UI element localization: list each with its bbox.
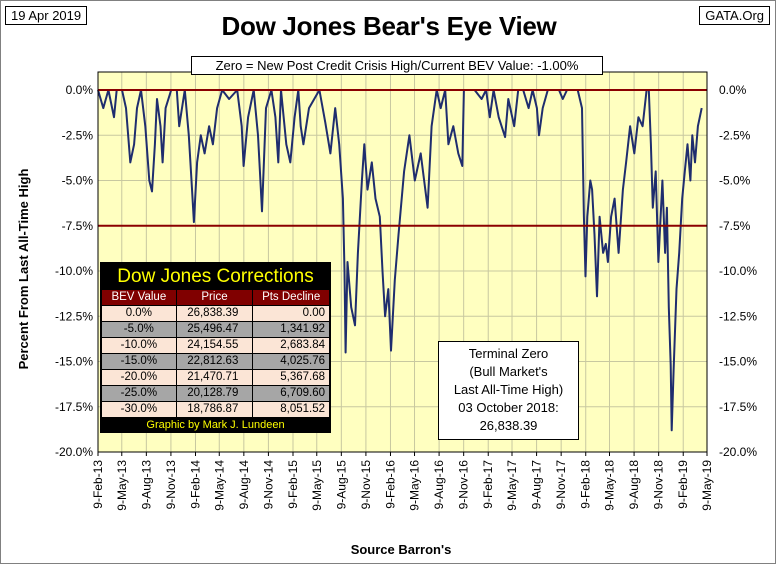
credit-line: Graphic by Mark J. Lundeen	[146, 419, 285, 431]
x-tick-label: 9-Feb-18	[579, 460, 593, 509]
y-tick-label-left: 0.0%	[66, 83, 94, 97]
pts-decline-cell: 5,367.68	[253, 370, 329, 385]
y-tick-label-left: -15.0%	[55, 355, 93, 369]
price-cell: 24,154.55	[176, 338, 253, 353]
price-cell: 18,786.87	[176, 402, 253, 417]
table-row: -10.0% 24,154.55 2,683.84	[102, 338, 329, 354]
price-cell: 25,496.47	[176, 322, 253, 337]
x-tick-label: 9-Feb-17	[481, 460, 495, 509]
x-tick-label: 9-Nov-13	[164, 460, 178, 510]
y-tick-label-left: -5.0%	[62, 174, 94, 188]
y-tick-label-left: -17.5%	[55, 400, 93, 414]
x-tick-label: 9-Nov-14	[261, 460, 275, 510]
y-tick-label-left: -7.5%	[62, 219, 94, 233]
pts-decline-cell: 1,341.92	[253, 322, 329, 337]
x-tick-label: 9-Aug-14	[237, 460, 251, 510]
chart-subtitle: Zero = New Post Credit Crisis High/Curre…	[191, 56, 603, 75]
header-cell: Pts Decline	[253, 290, 329, 305]
source-label: GATA.Org	[699, 6, 770, 25]
y-tick-label-left: -2.5%	[62, 128, 94, 142]
bev-value-cell: -5.0%	[102, 322, 176, 337]
table-row: -15.0% 22,812.63 4,025.76	[102, 354, 329, 370]
pts-decline-cell: 8,051.52	[253, 402, 329, 417]
terminal-zero-box: Terminal Zero (Bull Market's Last All-Ti…	[438, 341, 579, 440]
pts-decline-cell: 6,709.60	[253, 386, 329, 401]
x-tick-label: 9-Aug-17	[530, 460, 544, 510]
x-tick-label: 9-Feb-14	[188, 460, 202, 509]
terminal-zero-line: 26,838.39	[479, 418, 538, 433]
corrections-table-title: Dow Jones Corrections	[117, 266, 314, 287]
x-tick-label: 9-Aug-13	[139, 460, 153, 510]
x-tick-label: 9-Nov-15	[359, 460, 373, 510]
terminal-zero-line: Terminal Zero	[468, 346, 549, 361]
y-tick-label-left: -12.5%	[55, 309, 93, 323]
price-cell: 21,470.71	[176, 370, 253, 385]
y-tick-label-right: 0.0%	[719, 83, 747, 97]
y-tick-label-right: -17.5%	[719, 400, 757, 414]
terminal-zero-line: 03 October 2018:	[458, 400, 559, 415]
y-tick-label-left: -20.0%	[55, 445, 93, 459]
terminal-zero-line: Last All-Time High)	[453, 382, 564, 397]
x-tick-label: 9-May-16	[408, 460, 422, 511]
x-tick-label: 9-May-13	[115, 460, 129, 511]
bev-value-cell: 0.0%	[102, 306, 176, 321]
x-tick-label: 9-Nov-16	[457, 460, 471, 510]
table-row: -20.0% 21,470.71 5,367.68	[102, 370, 329, 386]
y-tick-label-right: -20.0%	[719, 445, 757, 459]
bev-value-cell: -25.0%	[102, 386, 176, 401]
x-axis-label: Source Barron's	[351, 542, 452, 557]
y-tick-label-right: -15.0%	[719, 355, 757, 369]
table-row: 0.0% 26,838.39 0.00	[102, 306, 329, 322]
header-cell: BEV Value	[102, 290, 176, 305]
corrections-table: Dow Jones Corrections BEV Value Price Pt…	[100, 262, 331, 433]
terminal-zero-line: (Bull Market's	[469, 364, 548, 379]
x-tick-label: 9-May-15	[310, 460, 324, 511]
price-cell: 26,838.39	[176, 306, 253, 321]
series-line	[97, 89, 703, 432]
y-tick-label-right: -10.0%	[719, 264, 757, 278]
pts-decline-cell: 0.00	[253, 306, 329, 321]
price-cell: 22,812.63	[176, 354, 253, 369]
x-tick-label: 9-Aug-15	[334, 460, 348, 510]
x-tick-label: 9-Feb-15	[286, 460, 300, 509]
y-tick-label-right: -7.5%	[719, 219, 751, 233]
x-tick-label: 9-Feb-13	[91, 460, 105, 509]
corrections-table-header: BEV Value Price Pts Decline	[102, 290, 329, 306]
y-tick-label-right: -2.5%	[719, 128, 751, 142]
date-label: 19 Apr 2019	[5, 6, 88, 25]
x-tick-label: 9-May-14	[212, 460, 226, 511]
bev-value-cell: -20.0%	[102, 370, 176, 385]
price-cell: 20,128.79	[176, 386, 253, 401]
bev-value-cell: -30.0%	[102, 402, 176, 417]
header-cell: Price	[176, 290, 253, 305]
bev-value-cell: -15.0%	[102, 354, 176, 369]
chart-title: Dow Jones Bear's Eye View	[221, 11, 557, 41]
x-tick-label: 9-Nov-18	[652, 460, 666, 510]
table-row: -5.0% 25,496.47 1,341.92	[102, 322, 329, 338]
x-tick-label: 9-Aug-16	[432, 460, 446, 510]
table-row: -30.0% 18,786.87 8,051.52	[102, 402, 329, 418]
y-tick-label-right: -5.0%	[719, 174, 751, 188]
pts-decline-cell: 4,025.76	[253, 354, 329, 369]
table-row: -25.0% 20,128.79 6,709.60	[102, 386, 329, 402]
bev-value-cell: -10.0%	[102, 338, 176, 353]
x-tick-label: 9-May-18	[603, 460, 617, 511]
x-tick-label: 9-Feb-16	[383, 460, 397, 509]
x-tick-label: 9-Nov-17	[554, 460, 568, 510]
x-tick-label: 9-May-19	[700, 460, 714, 511]
y-axis-label: Percent From Last All-Time High	[16, 169, 31, 370]
x-tick-label: 9-Aug-18	[627, 460, 641, 510]
x-tick-label: 9-Feb-19	[676, 460, 690, 509]
pts-decline-cell: 2,683.84	[253, 338, 329, 353]
x-tick-label: 9-May-17	[505, 460, 519, 511]
y-tick-label-left: -10.0%	[55, 264, 93, 278]
y-tick-label-right: -12.5%	[719, 309, 757, 323]
